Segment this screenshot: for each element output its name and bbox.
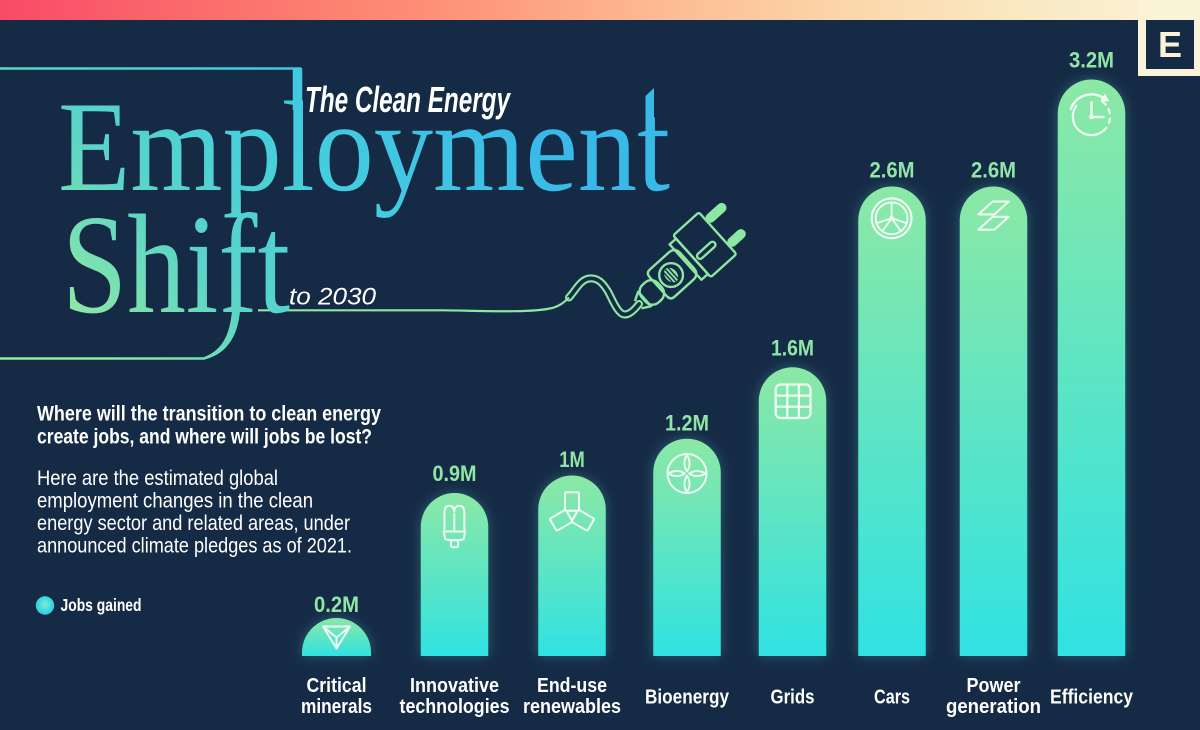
svg-text:to 2030: to 2030: [289, 284, 377, 311]
svg-text:Critical: Critical: [307, 674, 367, 697]
svg-text:1.6M: 1.6M: [771, 336, 814, 361]
svg-text:create jobs, and where will jo: create jobs, and where will jobs be lost…: [37, 425, 372, 449]
svg-text:Jobs gained: Jobs gained: [61, 595, 142, 615]
svg-text:End-use: End-use: [537, 674, 607, 697]
svg-text:3.2M: 3.2M: [1069, 48, 1114, 73]
svg-text:announced climate pledges as o: announced climate pledges as of 2021.: [37, 534, 352, 558]
svg-text:0.2M: 0.2M: [314, 592, 359, 617]
svg-text:E: E: [1158, 24, 1182, 65]
svg-text:Here are the estimated global: Here are the estimated global: [37, 466, 278, 490]
svg-text:1.2M: 1.2M: [665, 411, 709, 436]
svg-text:renewables: renewables: [523, 695, 621, 718]
svg-text:Where will the transition to c: Where will the transition to clean energ…: [37, 402, 381, 426]
svg-text:Employment: Employment: [58, 75, 670, 218]
svg-text:Innovative: Innovative: [410, 674, 499, 697]
svg-text:minerals: minerals: [301, 695, 372, 718]
svg-text:Power: Power: [967, 674, 1021, 697]
svg-text:Grids: Grids: [771, 685, 815, 708]
svg-text:energy sector and related area: energy sector and related areas, under: [37, 511, 350, 535]
svg-text:Shift: Shift: [62, 185, 290, 343]
svg-text:technologies: technologies: [400, 695, 510, 718]
svg-text:The Clean Energy: The Clean Energy: [305, 79, 511, 120]
svg-text:0.9M: 0.9M: [433, 461, 477, 486]
svg-text:1M: 1M: [559, 447, 585, 472]
svg-text:generation: generation: [946, 695, 1041, 718]
svg-text:Cars: Cars: [874, 685, 910, 708]
svg-text:employment changes in the clea: employment changes in the clean: [37, 489, 313, 513]
svg-text:Efficiency: Efficiency: [1050, 685, 1134, 708]
svg-text:2.6M: 2.6M: [870, 158, 915, 183]
svg-text:Bioenergy: Bioenergy: [645, 685, 729, 708]
svg-text:2.6M: 2.6M: [971, 158, 1016, 183]
